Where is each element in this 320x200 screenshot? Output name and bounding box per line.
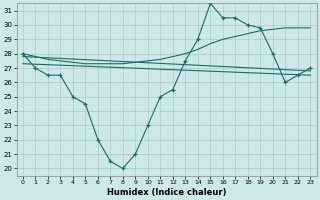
X-axis label: Humidex (Indice chaleur): Humidex (Indice chaleur)	[107, 188, 226, 197]
